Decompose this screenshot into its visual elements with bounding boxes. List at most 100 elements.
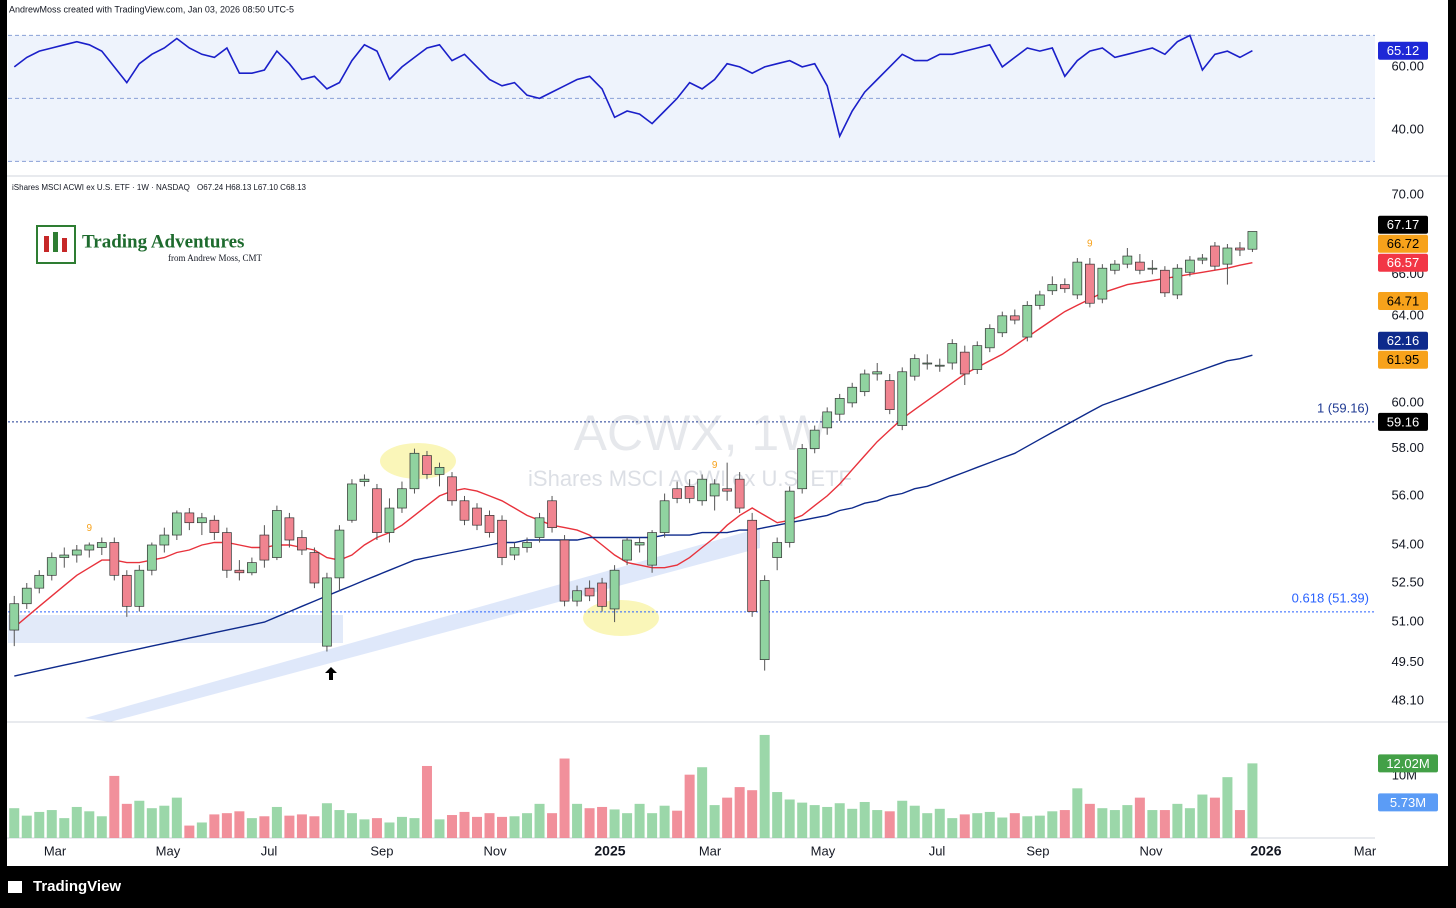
x-tick-label: Sep	[370, 843, 393, 858]
candle-body	[484, 515, 495, 533]
volume-bar	[534, 803, 545, 838]
candle-body	[397, 488, 407, 509]
candle-body	[9, 603, 20, 631]
y-tick-label: 48.10	[1391, 693, 1424, 708]
candle-body	[121, 574, 132, 607]
candle-body	[659, 500, 670, 533]
volume-bar	[947, 818, 958, 838]
volume-bar	[609, 809, 620, 838]
volume-bar	[284, 815, 295, 838]
candle-body	[709, 483, 720, 497]
candle-body	[434, 466, 445, 475]
candle-body	[21, 587, 32, 605]
price-badge-text: 59.16	[1387, 414, 1420, 429]
volume-bar	[859, 801, 870, 838]
price-badge-text: 66.57	[1387, 255, 1420, 270]
fib-label: 0.618 (51.39)	[1292, 590, 1369, 605]
volume-bar	[71, 806, 82, 838]
candle-body	[1072, 261, 1083, 296]
rsi-badge-text: 65.12	[1387, 43, 1420, 58]
volume-bar	[922, 813, 933, 838]
volume-bar	[371, 818, 382, 838]
candle-body	[447, 476, 457, 502]
volume-bar	[847, 808, 858, 838]
y-tick-label: 52.50	[1391, 574, 1424, 589]
candle-body	[1122, 255, 1133, 265]
candle-body	[359, 478, 370, 482]
candle-body	[622, 539, 632, 561]
volume-bar	[834, 803, 845, 838]
volume-bar	[547, 813, 558, 838]
candle-body	[272, 510, 282, 558]
candle-body	[997, 315, 1008, 334]
x-tick-label: Jul	[929, 843, 946, 858]
candle-body	[159, 534, 170, 546]
volume-bar	[747, 790, 758, 838]
volume-bar	[572, 803, 583, 838]
candle-body	[672, 488, 682, 499]
volume-bar	[409, 818, 420, 838]
candle-body	[1210, 245, 1220, 267]
candle-body	[784, 490, 795, 543]
volume-bar	[184, 825, 195, 838]
candle-body	[334, 529, 345, 579]
volume-bar	[897, 800, 908, 838]
candle-body	[884, 380, 895, 410]
candle-body	[234, 569, 245, 574]
candle-body	[1147, 267, 1158, 270]
volume-bar	[209, 814, 220, 838]
volume-bar	[772, 792, 783, 838]
candle-body	[609, 569, 620, 610]
candle-body	[809, 429, 820, 449]
volume-bar	[1147, 810, 1158, 838]
volume-bar	[121, 803, 132, 838]
price-badge	[1378, 215, 1428, 234]
candle-body	[534, 517, 545, 538]
candle-body	[859, 373, 870, 393]
price-badge	[1378, 412, 1428, 431]
volume-badge	[1378, 754, 1438, 773]
volume-bar	[822, 806, 833, 838]
x-tick-label: 2025	[594, 843, 625, 859]
candle-body	[947, 343, 958, 364]
candle-body	[109, 542, 120, 576]
volume-bar	[1172, 803, 1183, 838]
candle-body	[1009, 315, 1020, 321]
candle-body	[1022, 304, 1033, 338]
candle-body	[734, 478, 745, 509]
candle-body	[309, 552, 320, 584]
candle-body	[747, 519, 758, 612]
candle-body	[1084, 263, 1095, 304]
candle-body	[297, 537, 307, 551]
logo: Trading Adventures from Andrew Moss, CMT	[36, 225, 263, 264]
volume-bar	[672, 810, 683, 838]
volume-bar	[634, 803, 645, 838]
y-tick-label: 58.00	[1391, 440, 1424, 455]
candle-body	[472, 507, 482, 526]
volume-bar	[559, 758, 570, 838]
volume-bar	[809, 805, 820, 838]
volume-bar	[1234, 810, 1245, 838]
volume-bar	[1072, 788, 1083, 838]
candle-body	[1160, 269, 1170, 294]
y-tick-label: 60.00	[1391, 394, 1424, 409]
candle-body	[509, 547, 520, 556]
candle-body	[959, 351, 970, 375]
x-tick-label: Sep	[1026, 843, 1049, 858]
candle-body	[134, 569, 145, 607]
volume-bar	[196, 822, 207, 838]
volume-bar	[221, 813, 232, 838]
candle-body	[71, 549, 82, 556]
volume-bar	[1034, 815, 1045, 838]
volume-bar	[522, 813, 533, 838]
volume-bar	[159, 805, 170, 838]
candle-body	[897, 371, 908, 426]
candle-body	[759, 580, 770, 661]
x-tick-label: May	[811, 843, 836, 858]
candle-body	[834, 398, 845, 415]
candle-body	[1197, 257, 1208, 261]
candle-body	[1235, 247, 1245, 251]
candle-body	[684, 485, 695, 499]
price-badge-text: 61.95	[1387, 352, 1420, 367]
